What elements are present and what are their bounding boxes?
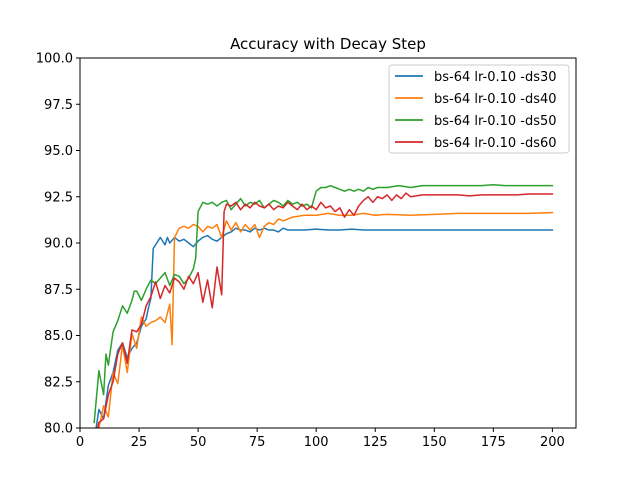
legend-box: [388, 64, 570, 154]
series-layer: [93, 183, 554, 428]
legend-label-3: bs-64 lr-0.10 -ds50: [434, 114, 557, 129]
legend-label-2: bs-64 lr-0.10 -ds40: [434, 92, 557, 107]
x-tick-label: 150: [422, 435, 447, 450]
legend-label-1: bs-64 lr-0.10 -ds30: [434, 70, 557, 85]
y-tick-label: 97.5: [44, 98, 73, 113]
x-axis: 0 25 50 75 100 125 150 175 200: [76, 428, 565, 450]
x-tick-label: 125: [363, 435, 388, 450]
y-tick-label: 85.0: [44, 329, 73, 344]
legend: bs-64 lr-0.10 -ds30 bs-64 lr-0.10 -ds40 bs…: [388, 64, 570, 154]
y-tick-label: 82.5: [44, 375, 73, 390]
y-tick-label: 80.0: [44, 422, 73, 437]
x-tick-label: 100: [304, 435, 329, 450]
x-tick-label: 0: [76, 435, 84, 450]
y-tick-label: 100.0: [36, 52, 73, 67]
x-tick-label: 50: [190, 435, 207, 450]
x-tick-label: 200: [540, 435, 565, 450]
y-tick-label: 90.0: [44, 237, 73, 252]
x-tick-label: 25: [131, 435, 148, 450]
series-line-4: [96, 192, 554, 428]
plot-area: [79, 57, 577, 429]
y-tick-label: 87.5: [44, 283, 73, 298]
y-tick-label: 92.5: [44, 190, 73, 205]
chart-title: Accuracy with Decay Step: [230, 35, 426, 53]
legend-label-4: bs-64 lr-0.10 -ds60: [434, 136, 557, 151]
x-tick-label: 75: [249, 435, 266, 450]
y-tick-label: 95.0: [44, 144, 73, 159]
x-tick-label: 175: [481, 435, 506, 450]
y-axis: 80.0 82.5 85.0 87.5 90.0 92.5 95.0 97.5 100.0: [36, 52, 80, 437]
